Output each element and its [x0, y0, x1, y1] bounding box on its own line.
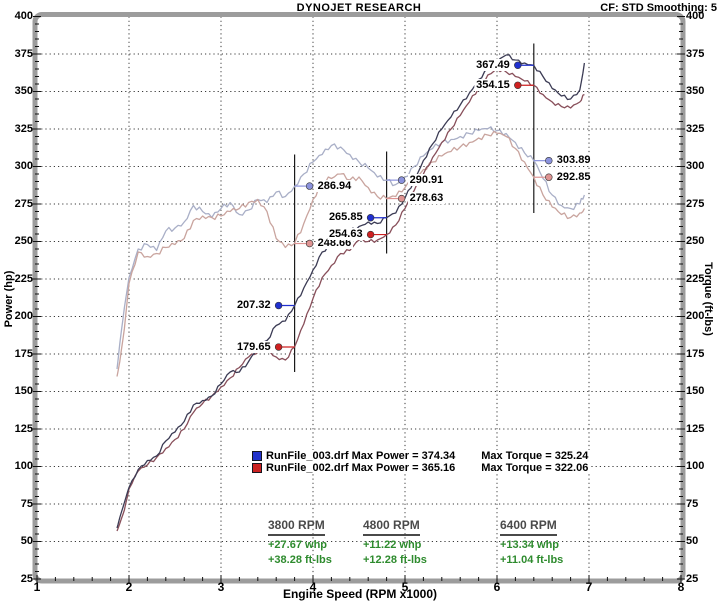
point-value-label: 367.49 [474, 58, 512, 71]
marker-dot [397, 194, 406, 203]
point-value-label: 265.85 [326, 211, 365, 224]
axis-frame [32, 12, 686, 584]
gain-annotation-3800: 3800 RPM +27.67 whp +38.28 ft-lbs [268, 518, 332, 568]
gain-annotation-6400: 6400 RPM +13.34 whp +11.04 ft-lbs [500, 518, 563, 568]
x-tick-label: 7 [585, 580, 593, 594]
marker-dot [545, 156, 553, 165]
gain-3800-ftlbs: +38.28 ft-lbs [268, 554, 332, 566]
x-tick-label: 3 [217, 580, 225, 594]
marker-dot [545, 173, 553, 181]
gain-annotation-4800: 4800 RPM +11.22 whp +12.28 ft-lbs [363, 518, 427, 568]
legend-row-run3: RunFile_003.drf Max Power = 374.34 Max T… [250, 450, 591, 462]
y-right-tick-label: 25 [686, 572, 699, 585]
run2-color-swatch-icon [252, 463, 262, 473]
curve-2 [116, 126, 586, 370]
y-right-tick-label: 350 [686, 85, 705, 97]
legend-row-run2: RunFile_002.drf Max Power = 365.16 Max T… [250, 462, 591, 474]
gain-6400-whp: +13.34 whp [500, 539, 560, 551]
y-left-tick-label: 250 [14, 235, 33, 247]
point-value-label: 303.89 [554, 154, 593, 167]
marker-dot [366, 230, 375, 239]
point-value-label: 354.15 [474, 78, 512, 91]
y-right-tick-label: 150 [686, 385, 705, 397]
marker-dot [305, 239, 314, 248]
y-right-tick-label: 375 [686, 47, 705, 60]
y-left-tick-label: 25 [20, 572, 33, 585]
correction-settings-label: CF: STD Smoothing: 5 [600, 2, 717, 14]
run3-max-torque: Max Torque = 325.24 [481, 450, 589, 462]
y-left-tick-label: 50 [20, 535, 33, 547]
point-value-label: 254.63 [326, 228, 365, 241]
y-left-tick-label: 350 [14, 85, 33, 97]
run2-file-label: RunFile_002.drf [266, 462, 349, 474]
y-right-tick-label: 200 [686, 310, 705, 322]
y-left-tick-label: 300 [14, 160, 33, 172]
run3-max-power: Max Power = 374.34 [351, 450, 456, 462]
run2-max-torque: Max Torque = 322.06 [481, 462, 589, 474]
y-left-tick-label: 200 [14, 310, 33, 322]
run2-max-power: Max Power = 365.16 [351, 462, 456, 474]
y-left-tick-label: 150 [14, 385, 33, 397]
page-title: DYNOJET RESEARCH [296, 2, 422, 14]
point-value-label: 292.85 [554, 170, 593, 183]
point-value-label: 207.32 [234, 299, 273, 312]
run3-file-label: RunFile_003.drf [266, 450, 349, 462]
gain-4800-ftlbs: +12.28 ft-lbs [363, 554, 427, 566]
y-right-tick-label: 125 [686, 422, 705, 435]
x-tick-label: 5 [401, 580, 409, 594]
y-left-tick-label: 400 [14, 10, 33, 22]
y-left-tick-label: 325 [14, 122, 33, 135]
marker-dot [366, 214, 375, 222]
marker-dot [274, 301, 283, 310]
run3-color-swatch-icon [252, 451, 262, 461]
curve-1 [116, 68, 585, 532]
point-value-label: 290.91 [407, 173, 446, 186]
y-left-tick-label: 275 [14, 197, 33, 210]
marker-dot [274, 343, 283, 351]
gain-6400-ftlbs: +11.04 ft-lbs [500, 554, 564, 566]
y-right-tick-label: 50 [686, 535, 699, 547]
x-tick-label: 6 [493, 580, 501, 594]
y-left-tick-label: 375 [14, 47, 33, 60]
marker-dot [514, 61, 522, 69]
gain-6400-rpm-label: 6400 RPM [500, 518, 557, 536]
marker-dot [397, 176, 406, 184]
gain-3800-rpm-label: 3800 RPM [268, 518, 325, 536]
y-right-tick-label: 250 [686, 235, 705, 247]
marker-dot [514, 81, 522, 89]
y-right-tick-label: 325 [686, 122, 705, 135]
x-tick-label: 4 [309, 580, 317, 594]
y-right-tick-label: 100 [686, 460, 705, 472]
point-value-label: 278.63 [407, 192, 446, 205]
gain-4800-rpm-label: 4800 RPM [363, 518, 420, 536]
gain-3800-whp: +27.67 whp [268, 539, 328, 551]
legend: RunFile_003.drf Max Power = 374.34 Max T… [250, 450, 591, 474]
marker-dot [305, 182, 314, 190]
point-value-label: 286.94 [315, 179, 354, 192]
y-right-tick-label: 175 [686, 347, 705, 360]
y-right-tick-label: 225 [686, 272, 705, 285]
y-left-tick-label: 75 [20, 497, 33, 510]
y-left-tick-label: 100 [14, 460, 33, 472]
x-tick-label: 2 [125, 580, 133, 594]
y-left-tick-label: 225 [14, 272, 33, 285]
y-right-tick-label: 400 [686, 10, 705, 22]
point-value-label: 179.65 [234, 340, 273, 353]
curve-3 [116, 130, 585, 377]
gain-4800-whp: +11.22 whp [363, 539, 422, 551]
y-left-tick-label: 175 [14, 347, 33, 360]
y-right-tick-label: 275 [686, 197, 705, 210]
x-axis-title: Engine Speed (RPM x1000) [282, 587, 438, 601]
x-tick-label: 1 [33, 580, 41, 594]
y-right-tick-label: 300 [686, 160, 705, 172]
y-left-tick-label: 125 [14, 422, 33, 435]
x-tick-label: 8 [677, 580, 685, 594]
y-right-tick-label: 75 [686, 497, 699, 510]
